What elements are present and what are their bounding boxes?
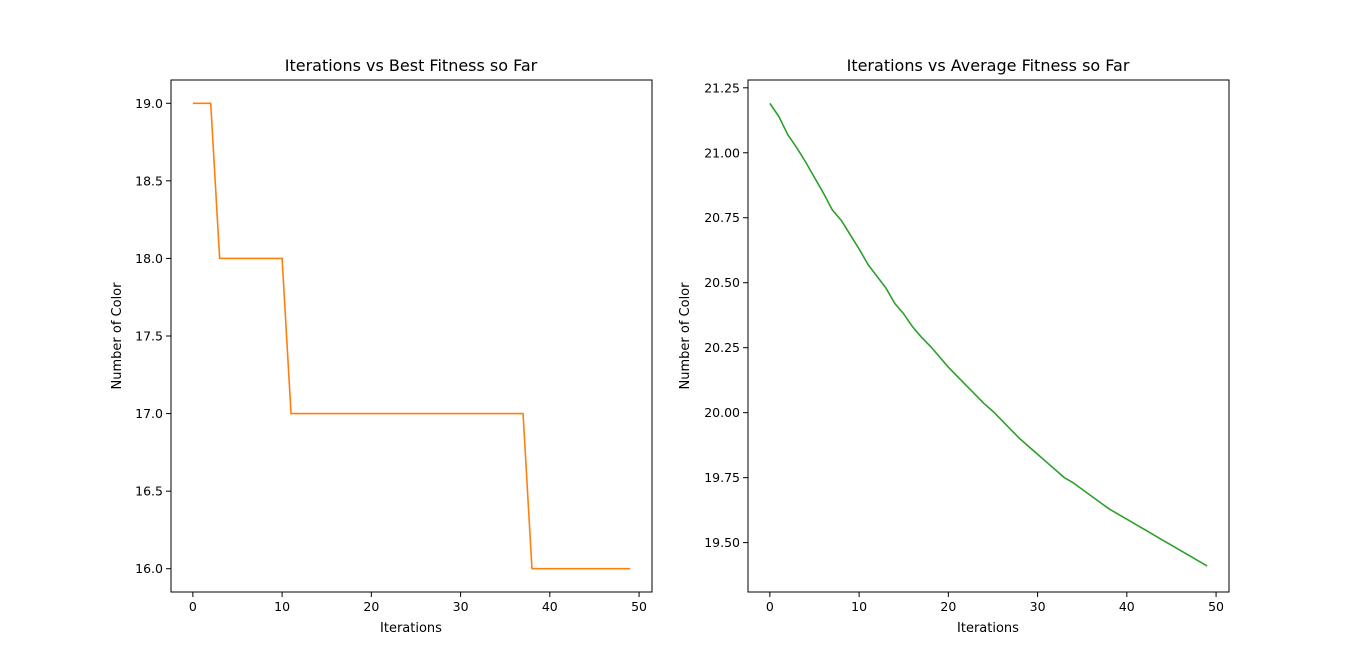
y-tick-label: 20.25: [704, 340, 740, 355]
y-tick-label: 17.5: [135, 329, 163, 344]
x-tick-label: 0: [189, 599, 197, 614]
x-tick-label: 40: [1119, 599, 1135, 614]
y-tick-label: 18.0: [135, 251, 163, 266]
series-line-0: [769, 102, 1208, 567]
series-line-0: [192, 102, 631, 570]
y-tick-label: 21.25: [704, 80, 740, 95]
y-tick-label: 21.00: [704, 145, 740, 160]
y-tick-label: 17.0: [135, 406, 163, 421]
x-axis-label: Iterations: [380, 621, 442, 636]
chart-best-fitness: Iterations vs Best Fitness so Far Iterat…: [110, 56, 653, 636]
x-tick-label: 10: [274, 599, 290, 614]
chart-title: Iterations vs Best Fitness so Far: [285, 56, 538, 75]
chart-title: Iterations vs Average Fitness so Far: [847, 56, 1130, 75]
y-tick-label: 19.0: [135, 96, 163, 111]
x-tick-label: 10: [851, 599, 867, 614]
x-tick-label: 30: [453, 599, 469, 614]
y-tick-label: 19.75: [704, 470, 740, 485]
y-tick-label: 20.75: [704, 210, 740, 225]
x-tick-label: 20: [363, 599, 379, 614]
y-axis-label: Number of Color: [110, 282, 125, 390]
x-tick-label: 0: [766, 599, 774, 614]
y-tick-label: 16.0: [135, 561, 163, 576]
y-axis-label: Number of Color: [678, 282, 693, 390]
y-tick-label: 18.5: [135, 173, 163, 188]
axes-frame: [747, 79, 1230, 593]
x-tick-label: 30: [1030, 599, 1046, 614]
x-tick-label: 40: [542, 599, 558, 614]
chart-average-fitness: Iterations vs Average Fitness so Far Ite…: [678, 56, 1230, 636]
x-tick-label: 50: [1208, 599, 1224, 614]
x-axis-label: Iterations: [957, 621, 1019, 636]
y-tick-label: 20.00: [704, 405, 740, 420]
y-tick-label: 16.5: [135, 484, 163, 499]
x-tick-label: 20: [940, 599, 956, 614]
y-tick-label: 19.50: [704, 535, 740, 550]
y-tick-label: 20.50: [704, 275, 740, 290]
x-tick-label: 50: [631, 599, 647, 614]
